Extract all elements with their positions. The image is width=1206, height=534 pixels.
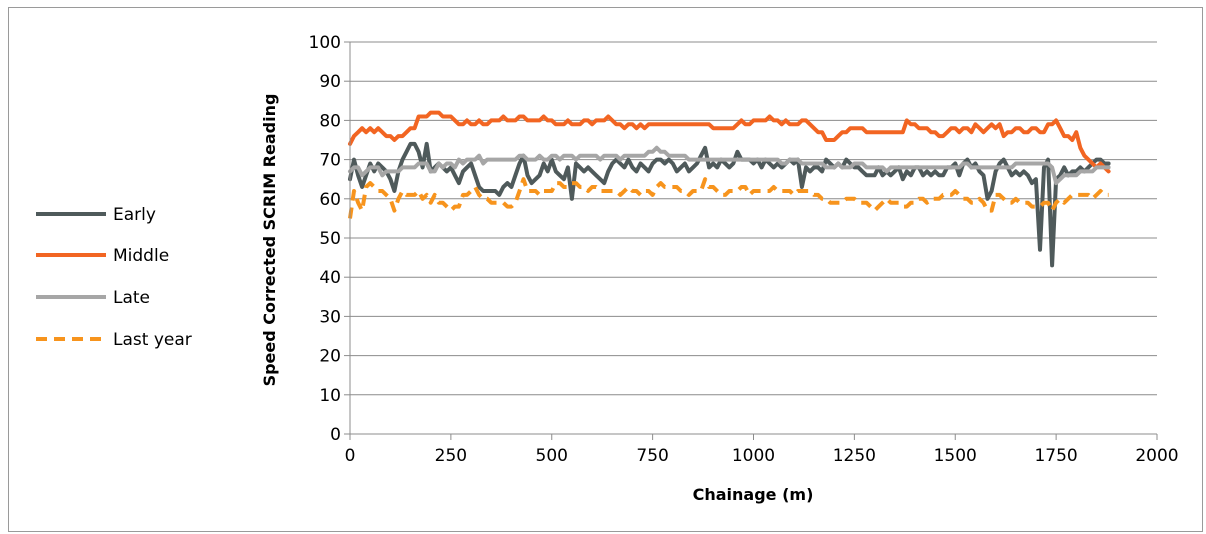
y-tick-label: 50 — [319, 229, 341, 249]
y-axis-title: Speed Corrected SCRIM Reading — [260, 94, 279, 387]
x-tick-label: 1500 — [934, 446, 977, 466]
legend-label-last-year: Last year — [113, 330, 192, 350]
y-tick-label: 0 — [330, 425, 341, 445]
x-tick-label: 1250 — [833, 446, 876, 466]
series-line-late — [348, 145, 1111, 186]
legend-label-early: Early — [113, 205, 156, 225]
legend: Early Middle Late Last year — [36, 205, 192, 350]
series-line-middle — [348, 110, 1111, 174]
x-tick-label: 0 — [345, 446, 356, 466]
gridlines — [344, 41, 1158, 440]
chart-frame — [8, 7, 1203, 532]
x-tick-label: 250 — [435, 446, 467, 466]
x-tick-label: 1000 — [732, 446, 775, 466]
y-tick-label: 90 — [319, 72, 341, 92]
x-axis-title: Chainage (m) — [693, 485, 814, 504]
y-tick-label: 80 — [319, 111, 341, 131]
series-line-last-year — [348, 177, 1109, 219]
y-tick-label: 40 — [319, 268, 341, 288]
y-tick-label: 100 — [309, 33, 341, 53]
legend-label-middle: Middle — [113, 246, 169, 266]
x-tick-label: 750 — [636, 446, 668, 466]
y-tick-label: 60 — [319, 190, 341, 210]
x-tick-label: 1750 — [1034, 446, 1077, 466]
series-line-early — [348, 141, 1111, 268]
x-tick-label: 500 — [536, 446, 568, 466]
axes — [349, 42, 1157, 435]
y-tick-label: 10 — [319, 386, 341, 406]
x-tick-label: 2000 — [1135, 446, 1178, 466]
series-lines — [348, 110, 1111, 268]
y-tick-label: 70 — [319, 151, 341, 171]
legend-label-late: Late — [113, 288, 150, 308]
y-tick-label: 30 — [319, 307, 341, 327]
y-tick-label: 20 — [319, 347, 341, 367]
